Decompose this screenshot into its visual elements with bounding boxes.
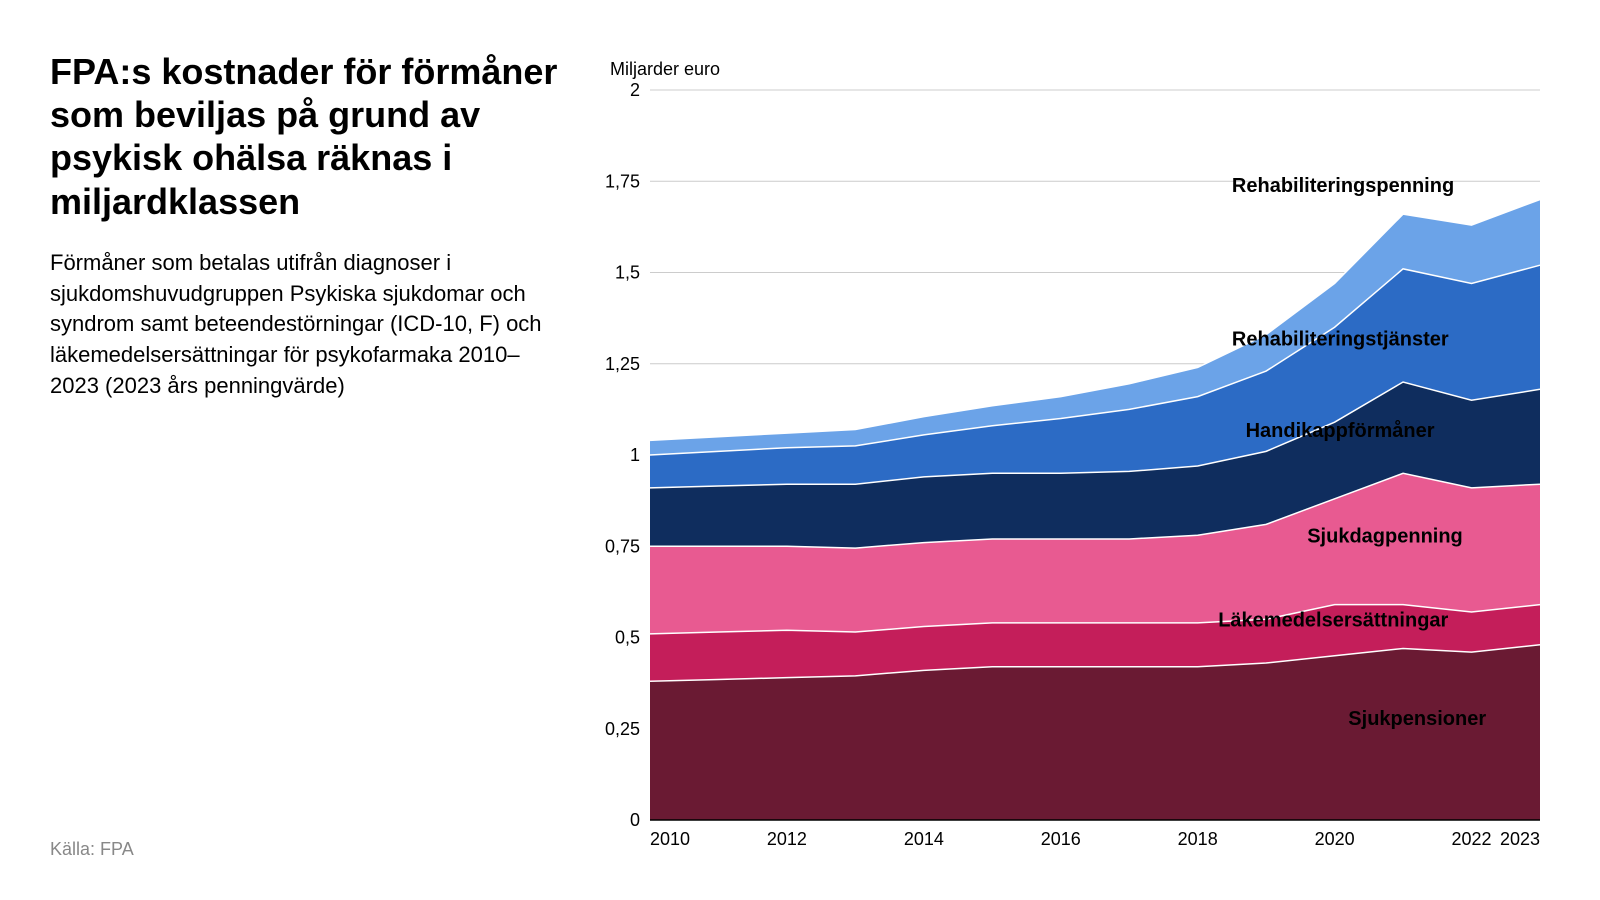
x-tick-label: 2014 — [904, 829, 944, 849]
y-axis-unit-label: Miljarder euro — [610, 59, 720, 79]
y-tick-label: 0,25 — [605, 719, 640, 739]
x-tick-label: 2010 — [650, 829, 690, 849]
x-tick-label: 2018 — [1178, 829, 1218, 849]
x-tick-label: 2020 — [1315, 829, 1355, 849]
y-tick-label: 0 — [630, 810, 640, 830]
chart-title: FPA:s kostnader för förmåner som bevilja… — [50, 50, 560, 223]
text-panel: FPA:s kostnader för förmåner som bevilja… — [50, 50, 590, 860]
y-tick-label: 0,5 — [615, 628, 640, 648]
series-label-rehabiliteringspenning: Rehabiliteringspenning — [1232, 175, 1454, 197]
series-label-l-kemedelsers-ttningar: Läkemedelsersättningar — [1218, 610, 1448, 632]
x-tick-label: 2012 — [767, 829, 807, 849]
stacked-area-chart: Miljarder euro 0 0,25 0,5 0,75 1 1,25 1,5 1,75 2 2… — [590, 50, 1550, 860]
x-tick-label: 2022 — [1452, 829, 1492, 849]
y-tick-label: 1,25 — [605, 354, 640, 374]
series-label-sjukpensioner: Sjukpensioner — [1348, 708, 1486, 730]
y-tick-label: 1 — [630, 445, 640, 465]
series-label-handikappf-rm-ner: Handikappförmåner — [1246, 419, 1435, 442]
series-label-rehabiliteringstj-nster: Rehabiliteringstjänster — [1232, 329, 1449, 351]
x-tick-label: 2023 — [1500, 829, 1540, 849]
y-tick-label: 2 — [630, 80, 640, 100]
chart-area: Miljarder euro 0 0,25 0,5 0,75 1 1,25 1,5 1,75 2 2… — [590, 50, 1550, 860]
x-tick-label: 2016 — [1041, 829, 1081, 849]
series-label-sjukdagpenning: Sjukdagpenning — [1307, 526, 1463, 548]
chart-subtitle: Förmåner som betalas utifrån diagnoser i… — [50, 248, 560, 402]
chart-source: Källa: FPA — [50, 839, 560, 860]
y-tick-label: 1,75 — [605, 171, 640, 191]
y-tick-label: 0,75 — [605, 536, 640, 556]
y-tick-label: 1,5 — [615, 263, 640, 283]
